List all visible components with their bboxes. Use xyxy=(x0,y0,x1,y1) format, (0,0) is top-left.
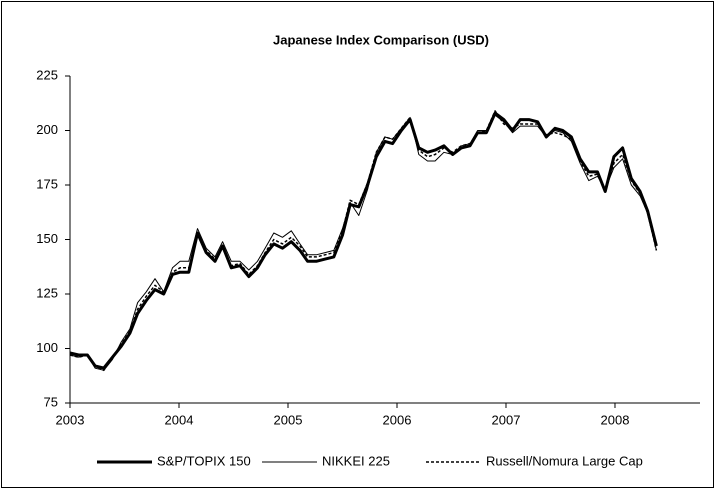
y-tick-label: 175 xyxy=(36,176,58,191)
series-line xyxy=(69,111,658,370)
x-tick-label: 2006 xyxy=(383,412,412,427)
x-tick-label: 2007 xyxy=(492,412,521,427)
x-tick-label: 2004 xyxy=(165,412,194,427)
y-tick-label: 125 xyxy=(36,285,58,300)
x-tick-label: 2008 xyxy=(601,412,630,427)
y-tick-label: 100 xyxy=(36,340,58,355)
legend-label: NIKKEI 225 xyxy=(322,453,390,468)
legend-label: S&P/TOPIX 150 xyxy=(157,453,251,468)
series-line xyxy=(69,110,658,372)
x-tick-label: 2003 xyxy=(56,412,85,427)
chart-title: Japanese Index Comparison (USD) xyxy=(273,32,489,47)
y-tick-label: 150 xyxy=(36,231,58,246)
series-line xyxy=(69,114,657,371)
x-tick-label: 2005 xyxy=(274,412,303,427)
y-tick-label: 225 xyxy=(36,67,58,82)
legend-label: Russell/Nomura Large Cap xyxy=(486,453,643,468)
y-tick-label: 75 xyxy=(44,394,58,409)
y-tick-label: 200 xyxy=(36,122,58,137)
